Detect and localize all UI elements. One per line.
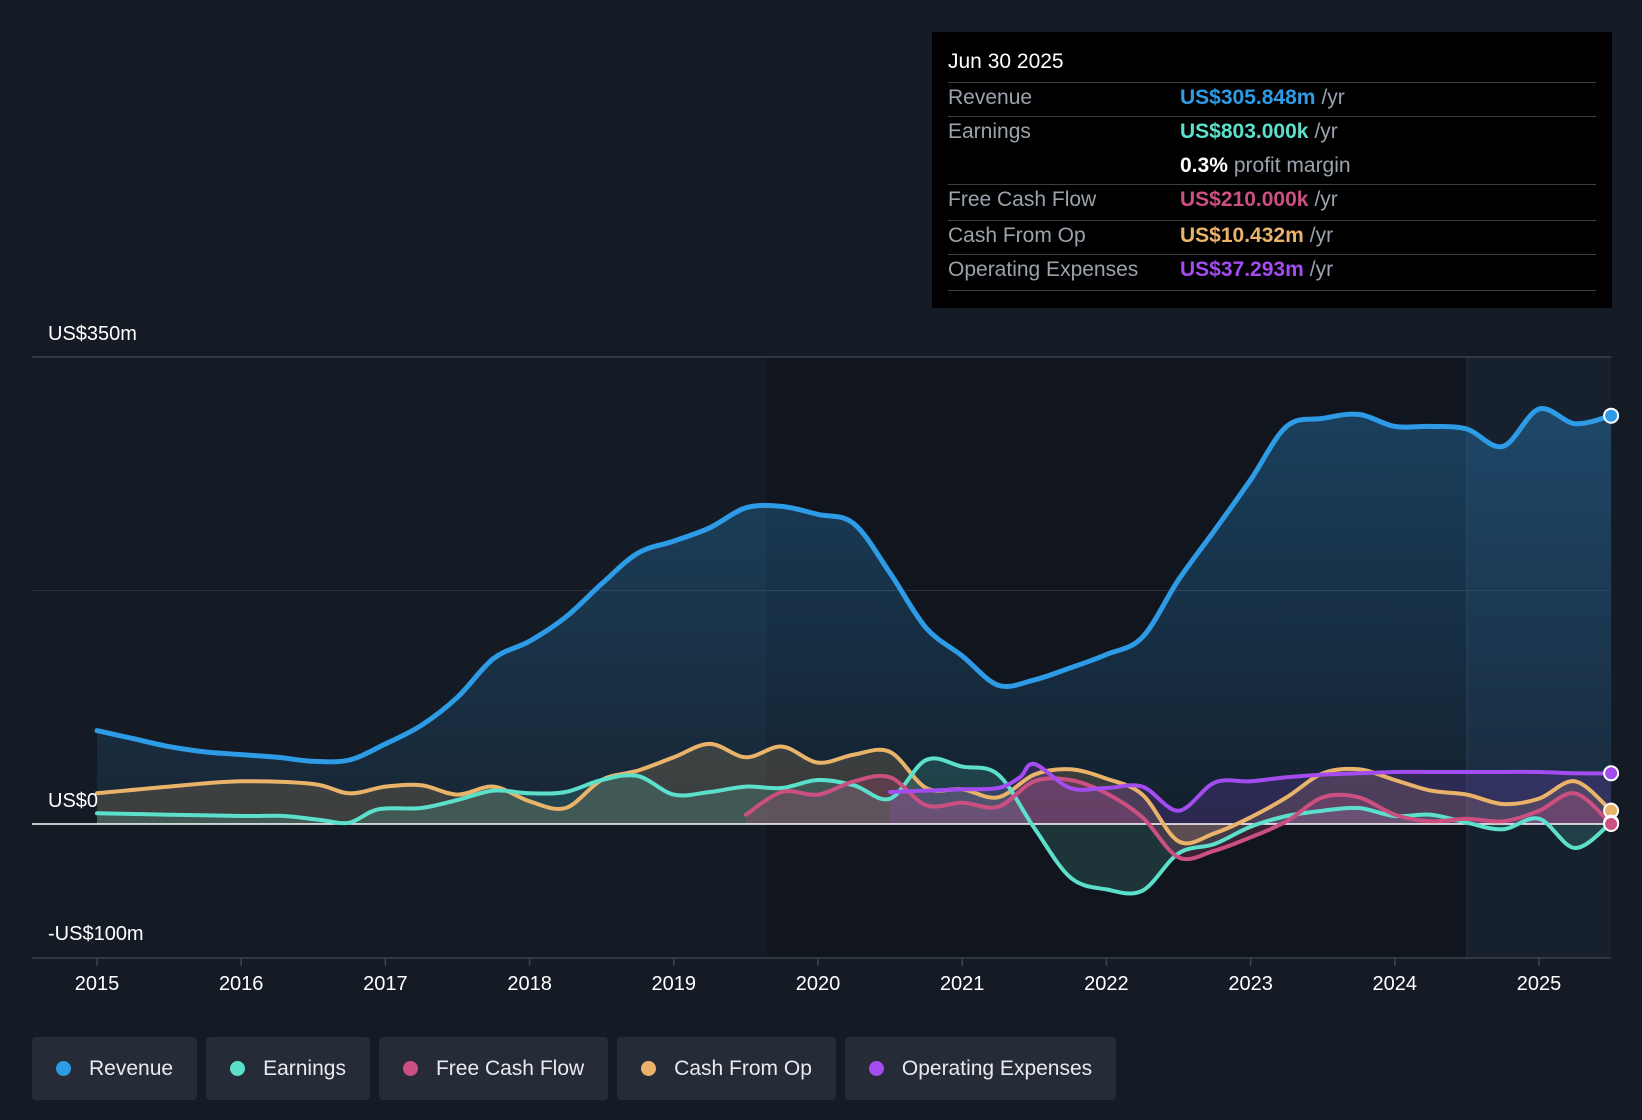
tooltip-value: US$803.000k/yr xyxy=(1180,120,1338,143)
x-tick-label: 2018 xyxy=(507,973,552,995)
tooltip-row-revenue: Revenue US$305.848m/yr xyxy=(948,82,1596,116)
legend-item-earnings[interactable]: Earnings xyxy=(206,1037,370,1100)
tooltip-divider xyxy=(948,254,1596,255)
legend-label: Operating Expenses xyxy=(901,1056,1093,1080)
tooltip-row-operating-expenses: Operating Expenses US$37.293m/yr xyxy=(948,254,1596,288)
tooltip-value: US$210.000k/yr xyxy=(1180,188,1338,211)
tooltip-value: US$10.432m/yr xyxy=(1180,224,1334,247)
tooltip-row-cash-from-op: Cash From Op US$10.432m/yr xyxy=(948,220,1596,254)
legend-item-revenue[interactable]: Revenue xyxy=(32,1037,198,1100)
tooltip-label: Operating Expenses xyxy=(948,258,1139,281)
tooltip-divider xyxy=(948,82,1596,83)
tooltip-divider xyxy=(948,116,1596,117)
tooltip-panel: Jun 30 2025 Revenue US$305.848m/yr Earni… xyxy=(932,32,1612,308)
revenue-area xyxy=(97,408,1612,824)
tooltip-row-free-cash-flow: Free Cash Flow US$210.000k/yr xyxy=(948,184,1596,218)
earnings-dot-icon xyxy=(230,1061,246,1076)
x-tick-label: 2023 xyxy=(1228,973,1273,995)
tooltip-row-earnings: Earnings US$803.000k/yr xyxy=(948,116,1596,150)
legend: Revenue Earnings Free Cash Flow Cash Fro… xyxy=(32,1037,1117,1100)
revenue-dot-icon xyxy=(56,1061,71,1076)
tooltip-label: Free Cash Flow xyxy=(948,188,1097,211)
legend-label: Cash From Op xyxy=(674,1056,812,1080)
x-tick-label: 2022 xyxy=(1084,973,1129,995)
tooltip-label: Earnings xyxy=(948,120,1031,143)
x-tick-label: 2017 xyxy=(363,973,408,995)
legend-item-operating-expenses[interactable]: Operating Expenses xyxy=(844,1037,1117,1100)
revenue-end-marker[interactable] xyxy=(1603,407,1620,424)
legend-label: Free Cash Flow xyxy=(435,1056,585,1080)
y-label-bottom: -US$100m xyxy=(48,923,144,945)
tooltip-divider xyxy=(948,184,1596,185)
tooltip-value: US$305.848m/yr xyxy=(1180,86,1345,109)
x-tick-label: 2015 xyxy=(75,973,120,995)
operating-expenses-end-marker[interactable] xyxy=(1603,765,1620,782)
tooltip-value: 0.3% profit margin xyxy=(1180,154,1351,177)
free-cash-flow-dot-icon xyxy=(402,1061,418,1076)
x-tick-label: 2020 xyxy=(796,973,841,995)
tooltip-divider xyxy=(948,220,1596,221)
legend-item-free-cash-flow[interactable]: Free Cash Flow xyxy=(378,1037,609,1100)
free-cash-flow-end-marker[interactable] xyxy=(1603,816,1620,832)
x-tick-label: 2025 xyxy=(1517,973,1562,995)
tooltip-row-profit-margin: 0.3% profit margin xyxy=(948,150,1596,184)
operating-expenses-line xyxy=(888,761,1614,813)
legend-label: Revenue xyxy=(89,1056,174,1080)
x-tick-label: 2024 xyxy=(1373,973,1418,995)
tooltip-label: Cash From Op xyxy=(948,224,1086,247)
x-tick-label: 2016 xyxy=(219,973,264,995)
cash-from-op-dot-icon xyxy=(641,1061,657,1076)
operating-expenses-area xyxy=(890,763,1612,824)
operating-expenses-dot-icon xyxy=(868,1061,884,1076)
tooltip-label: Revenue xyxy=(948,86,1033,109)
y-label-top: US$350m xyxy=(48,323,137,345)
x-tick-label: 2019 xyxy=(652,973,697,995)
x-tick-label: 2021 xyxy=(940,973,985,995)
tooltip-value: US$37.293m/yr xyxy=(1180,258,1334,281)
cash-from-op-area xyxy=(97,743,1612,844)
legend-item-cash-from-op[interactable]: Cash From Op xyxy=(617,1037,836,1100)
legend-label: Earnings xyxy=(263,1056,346,1080)
tooltip-divider xyxy=(948,290,1596,291)
tooltip-date: Jun 30 2025 xyxy=(948,50,1064,73)
y-label-zero: US$0 xyxy=(48,790,98,812)
